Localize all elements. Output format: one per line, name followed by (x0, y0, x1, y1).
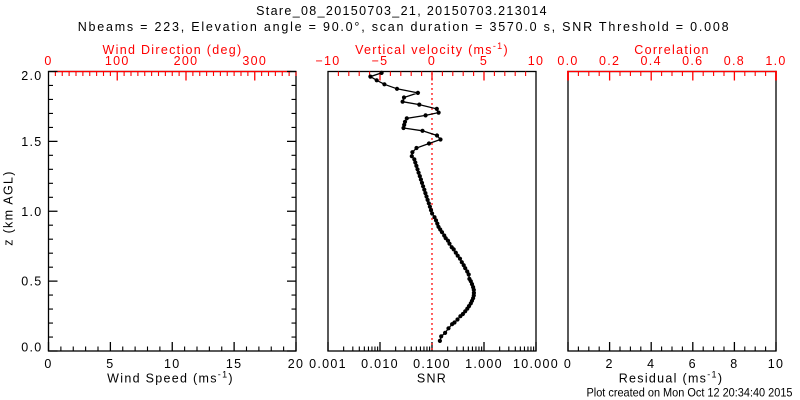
svg-text:0.010: 0.010 (361, 357, 399, 371)
svg-text:0: 0 (44, 54, 52, 68)
svg-text:15: 15 (226, 357, 243, 371)
svg-text:−5: −5 (372, 54, 389, 68)
svg-text:0.100: 0.100 (413, 357, 451, 371)
svg-text:Wind Speed (ms-1): Wind Speed (ms-1) (107, 370, 234, 386)
svg-text:5: 5 (106, 357, 114, 371)
svg-text:0.6: 0.6 (682, 54, 703, 68)
svg-text:0.001: 0.001 (309, 357, 347, 371)
svg-text:10: 10 (164, 357, 181, 371)
svg-text:2: 2 (605, 357, 613, 371)
svg-text:0.0: 0.0 (21, 341, 42, 355)
svg-text:10.000: 10.000 (513, 357, 559, 371)
svg-text:0: 0 (44, 357, 52, 371)
svg-text:0.4: 0.4 (641, 54, 662, 68)
svg-text:1.5: 1.5 (21, 135, 42, 149)
svg-text:0.5: 0.5 (21, 275, 42, 289)
svg-text:0: 0 (564, 357, 572, 371)
svg-text:1.000: 1.000 (465, 357, 503, 371)
svg-text:0.8: 0.8 (724, 54, 745, 68)
svg-text:0.2: 0.2 (599, 54, 620, 68)
svg-text:5: 5 (480, 54, 488, 68)
svg-text:100: 100 (105, 54, 130, 68)
svg-text:10: 10 (768, 357, 785, 371)
svg-text:1.0: 1.0 (765, 54, 786, 68)
svg-text:0: 0 (428, 54, 436, 68)
svg-text:Vertical velocity (ms-1): Vertical velocity (ms-1) (355, 41, 509, 57)
svg-text:Residual (ms-1): Residual (ms-1) (619, 370, 724, 386)
svg-text:4: 4 (647, 357, 655, 371)
svg-text:6: 6 (689, 357, 697, 371)
svg-text:1.0: 1.0 (21, 205, 42, 219)
svg-text:Nbeams = 223, Elevation angle: Nbeams = 223, Elevation angle = 90.0°, s… (78, 20, 731, 34)
svg-text:300: 300 (242, 54, 267, 68)
svg-text:Correlation: Correlation (634, 43, 709, 57)
svg-text:2.0: 2.0 (21, 69, 42, 83)
svg-text:0.0: 0.0 (557, 54, 578, 68)
svg-text:Wind Direction (deg): Wind Direction (deg) (103, 43, 243, 57)
svg-text:10: 10 (528, 54, 545, 68)
svg-text:200: 200 (174, 54, 199, 68)
svg-text:−10: −10 (315, 54, 340, 68)
svg-text:Stare_08_20150703_21, 20150703: Stare_08_20150703_21, 20150703.213014 (256, 4, 548, 18)
svg-text:Plot created on Mon Oct 12 20:: Plot created on Mon Oct 12 20:34:40 2015 (587, 386, 793, 400)
svg-text:z (km AGL): z (km AGL) (2, 170, 16, 246)
svg-text:SNR: SNR (417, 372, 447, 386)
svg-text:20: 20 (288, 357, 305, 371)
svg-text:8: 8 (730, 357, 738, 371)
